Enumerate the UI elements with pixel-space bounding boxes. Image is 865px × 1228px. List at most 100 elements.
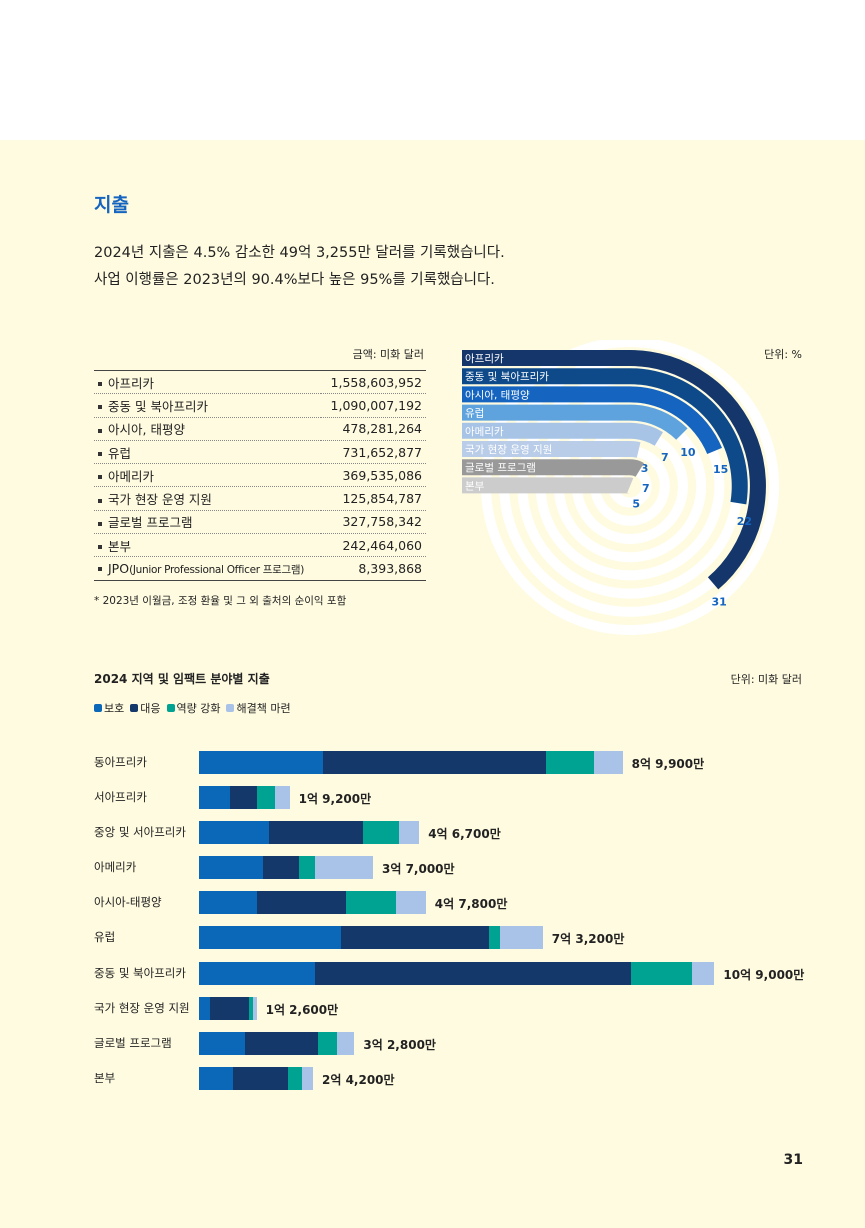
legend-swatch — [166, 704, 175, 712]
bar-segment — [199, 856, 263, 880]
bar-row: 본부 2억 4,200만 — [94, 1061, 814, 1096]
bar-chart-title: 2024 지역 및 임팩트 분야별 지출 — [94, 672, 270, 686]
table-footnote: * 2023년 이월금, 조정 환율 및 그 외 출처의 순이익 포함 — [94, 595, 347, 607]
radial-value-label: 5 — [632, 497, 640, 510]
bar-segment — [199, 1031, 246, 1055]
bar-segment — [199, 926, 341, 950]
bullet-icon — [98, 567, 102, 572]
bar-total-label: 2억 4,200만 — [322, 1072, 395, 1087]
bar-segment — [199, 1066, 233, 1090]
amount-value: 731,652,877 — [320, 440, 426, 465]
legend-swatch — [130, 704, 139, 712]
table-row: 국가 현장 운영 지원 125,854,787 — [94, 486, 426, 511]
radial-bar — [462, 477, 634, 494]
bar-segment — [396, 891, 426, 915]
bar-segment — [363, 821, 400, 845]
bar-chart-unit: 단위: 미화 달러 — [730, 673, 802, 686]
bar-total-label: 7억 3,200만 — [551, 932, 625, 947]
region-label: JPO — [108, 560, 130, 576]
region-label: 아프리카 — [108, 375, 155, 391]
radial-value-label: 22 — [737, 515, 752, 528]
bar-row: 중앙 및 서아프리카 4억 6,700만 — [94, 815, 814, 850]
bar-total-label: 3억 7,000만 — [382, 862, 455, 877]
bar-segment — [245, 1031, 319, 1055]
bar-segment — [345, 891, 397, 915]
amount-value: 369,535,086 — [320, 463, 426, 488]
region-label: 중동 및 북아프리카 — [108, 398, 208, 414]
page-number: 31 — [783, 1152, 803, 1168]
amount-value: 1,090,007,192 — [320, 393, 426, 418]
bar-total-label: 8억 9,900만 — [631, 757, 705, 771]
region-name: 국가 현장 운영 지원 — [94, 486, 321, 511]
amount-value: 125,854,787 — [320, 486, 426, 511]
region-label: 본부 — [108, 538, 132, 554]
radial-category-label: 아프리카 — [465, 353, 504, 365]
radial-category-label: 아시아, 태평양 — [465, 389, 530, 401]
bullet-icon — [98, 475, 102, 480]
table-row: 아시아, 태평양 478,281,264 — [94, 417, 426, 441]
amount-value: 8,393,868 — [320, 556, 426, 581]
intro-line-2: 사업 이행률은 2023년의 90.4%보다 높은 95%를 기록했습니다. — [94, 272, 495, 288]
bar-chart-legend: 보호 대응 역량 강화 해결책 마련 — [94, 700, 291, 716]
bullet-icon — [98, 521, 102, 526]
radial-value-label: 15 — [713, 463, 728, 476]
region-label: 아시아, 태평양 — [108, 422, 185, 438]
table-row: JPO(Junior Professional Officer 프로그램) 8,3… — [94, 556, 426, 581]
stacked-bar — [199, 786, 290, 810]
bar-segment — [232, 1066, 288, 1090]
region-name: 아메리카 — [94, 463, 321, 488]
table-row: 글로벌 프로그램 327,758,342 — [94, 510, 426, 535]
radial-category-label: 본부 — [465, 480, 485, 492]
bullet-icon — [98, 498, 102, 503]
bar-segment — [287, 1066, 303, 1090]
bar-segment — [340, 926, 489, 950]
table-row: 유럽 731,652,877 — [94, 440, 426, 465]
bar-segment — [275, 786, 290, 810]
intro-text: 2024년 지출은 4.5% 감소한 49억 3,255만 달러를 기록했습니다… — [94, 240, 505, 294]
radial-bar — [462, 350, 766, 590]
radial-bar — [462, 404, 688, 440]
bar-segment — [256, 891, 346, 915]
bar-segment — [230, 786, 258, 810]
radial-category-label: 아메리카 — [465, 426, 504, 438]
bar-row: 글로벌 프로그램 3억 2,800만 — [94, 1026, 814, 1061]
region-name: 본부 — [94, 533, 321, 558]
radial-bar — [462, 422, 663, 446]
bar-segment — [199, 751, 323, 774]
bar-row: 아메리카 3억 7,000만 — [94, 850, 814, 885]
bar-segment — [630, 961, 692, 985]
bar-segment — [691, 961, 715, 985]
amount-value: 327,758,342 — [320, 510, 426, 535]
bar-category-label: 중동 및 북아프리카 — [94, 965, 186, 980]
region-name: 글로벌 프로그램 — [94, 510, 321, 535]
bar-segment — [262, 856, 299, 880]
radial-value-label: 10 — [680, 446, 696, 459]
bar-total-label: 10억 9,000만 — [723, 967, 805, 982]
region-name: 유럽 — [94, 440, 321, 465]
table-unit-label: 금액: 미화 달러 — [352, 348, 424, 361]
legend-item: 해결책 마련 — [226, 700, 291, 716]
region-name: 아시아, 태평양 — [94, 417, 321, 441]
radial-category-label: 중동 및 북아프리카 — [465, 371, 549, 383]
stacked-bar — [199, 891, 426, 915]
region-label: 글로벌 프로그램 — [108, 515, 193, 531]
stacked-bar — [199, 996, 257, 1020]
bar-category-label: 동아프리카 — [94, 755, 147, 769]
radial-bar — [462, 368, 748, 505]
bar-segment — [594, 751, 623, 774]
legend-swatch — [94, 704, 102, 712]
stacked-bar — [199, 821, 420, 845]
region-name: 아프리카 — [94, 369, 321, 395]
table-row: 아프리카 1,558,603,952 — [94, 369, 426, 395]
bar-segment — [199, 891, 257, 915]
radial-chart-unit: 단위: % — [764, 348, 802, 361]
bar-segment — [257, 786, 276, 810]
bullet-icon — [98, 452, 102, 457]
bar-row: 서아프리카 1억 9,200만 — [94, 780, 814, 815]
bar-category-label: 아메리카 — [94, 860, 137, 875]
bar-total-label: 4억 6,700만 — [428, 827, 501, 842]
legend-item: 대응 — [130, 700, 161, 716]
legend-label: 보호 — [104, 702, 125, 715]
region-label: 아메리카 — [108, 468, 155, 484]
